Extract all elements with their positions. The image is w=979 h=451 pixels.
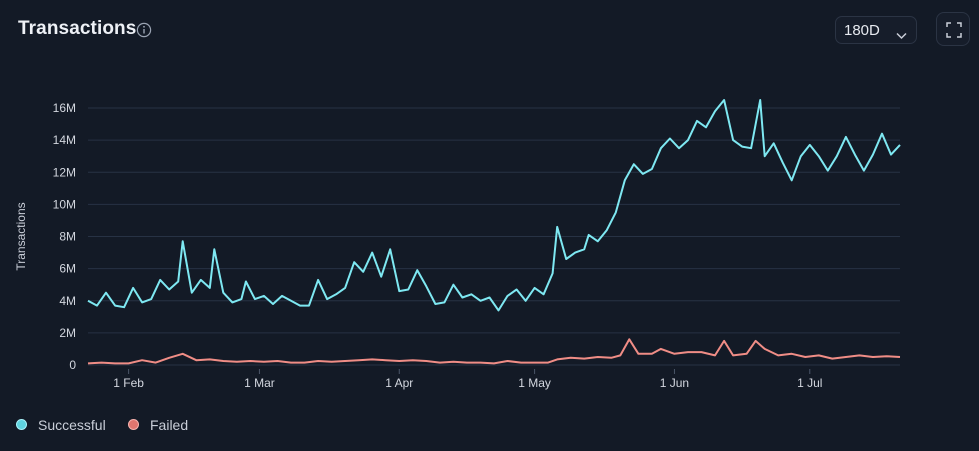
y-tick-label: 6M xyxy=(59,262,76,276)
series-line-successful[interactable] xyxy=(87,99,901,312)
y-axis-ticks: 0 2M 4M 6M 8M 10M 12M 14M 16M xyxy=(53,101,77,372)
x-tick-label: 1 May xyxy=(518,376,551,390)
fullscreen-button[interactable] xyxy=(936,12,970,46)
legend-label-successful: Successful xyxy=(38,417,106,433)
y-tick-label: 4M xyxy=(59,294,76,308)
y-axis-label: Transactions xyxy=(14,202,28,270)
transactions-chart: 0 2M 4M 6M 8M 10M 12M 14M 16M 1 Feb 1 Mar 1 Apr 1 M… xyxy=(14,99,901,390)
y-tick-label: 2M xyxy=(59,326,76,340)
x-tick-label: 1 Mar xyxy=(244,376,275,390)
chart-title: Transactions xyxy=(18,18,137,39)
y-tick-label: 8M xyxy=(59,230,76,244)
series-lines xyxy=(87,99,901,365)
y-tick-label: 12M xyxy=(53,165,76,179)
x-tick-label: 1 Jul xyxy=(797,376,822,390)
grid-lines xyxy=(88,107,900,366)
y-tick-label: 16M xyxy=(53,101,76,115)
x-axis-ticks: 1 Feb 1 Mar 1 Apr 1 May 1 Jun 1 Jul xyxy=(113,369,822,390)
fullscreen-icon xyxy=(946,22,962,38)
y-tick-label: 14M xyxy=(53,133,76,147)
x-tick-label: 1 Feb xyxy=(113,376,144,390)
legend-swatch-successful xyxy=(16,419,27,430)
x-tick-label: 1 Apr xyxy=(385,376,413,390)
time-range-dropdown[interactable]: 180D xyxy=(835,16,917,44)
series-line-failed[interactable] xyxy=(87,338,901,365)
legend-label-failed: Failed xyxy=(150,417,189,433)
y-tick-label: 0 xyxy=(69,358,76,372)
chart-header: Transactions 180D xyxy=(0,0,979,60)
y-tick-label: 10M xyxy=(53,197,76,211)
legend-swatch-failed xyxy=(128,419,139,430)
info-icon[interactable] xyxy=(136,22,152,38)
chevron-down-icon xyxy=(896,27,907,40)
time-range-value: 180D xyxy=(844,22,880,39)
x-tick-label: 1 Jun xyxy=(660,376,689,390)
